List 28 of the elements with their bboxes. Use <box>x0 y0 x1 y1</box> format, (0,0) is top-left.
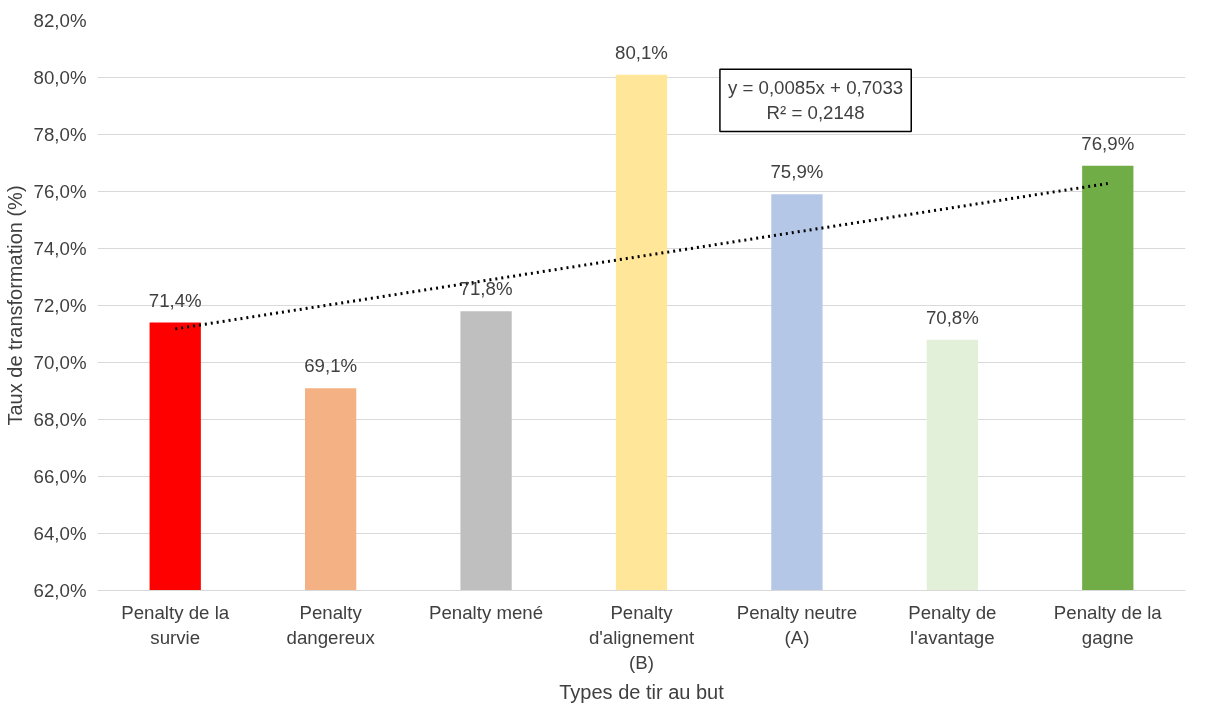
y-tick-label: 62,0% <box>33 580 87 601</box>
data-label: 76,9% <box>1081 132 1135 154</box>
data-label: 70,8% <box>925 306 979 328</box>
x-tick-label: Penalty dangereux <box>286 601 376 648</box>
data-label: 75,9% <box>770 161 824 183</box>
y-tick-label: 70,0% <box>33 352 87 373</box>
y-tick-label: 78,0% <box>33 124 87 145</box>
x-axis-title: Types de tir au but <box>559 680 725 703</box>
x-tick-label: Penalty d'alignement (B) <box>588 601 695 673</box>
y-tick-label: 72,0% <box>33 295 87 316</box>
y-tick-label: 82,0% <box>33 10 87 31</box>
y-tick-label: 74,0% <box>33 238 87 259</box>
y-tick-label: 68,0% <box>33 409 87 430</box>
x-tick-label: Penalty de la gagne <box>1053 601 1163 648</box>
x-tick-label: Penalty de l'avantage <box>908 601 997 648</box>
data-label: 69,1% <box>304 355 358 377</box>
y-tick-label: 76,0% <box>33 181 87 202</box>
y-axis-title: Taux de transformation (%) <box>3 185 26 426</box>
data-label: 71,4% <box>148 289 202 311</box>
data-label: 80,1% <box>615 41 668 63</box>
y-tick-label: 80,0% <box>33 67 87 88</box>
annotation: y = 0,0085x + 0,7033 R² = 0,2148 <box>727 77 904 124</box>
x-tick-label: Penalty de la survie <box>121 601 230 648</box>
x-tick-label: Penalty neutre (A) <box>736 601 858 648</box>
y-tick-label: 66,0% <box>33 466 87 487</box>
x-tick-label: Penalty mené <box>429 601 544 623</box>
data-label: 71,8% <box>459 278 513 300</box>
y-tick-label: 64,0% <box>33 523 87 544</box>
